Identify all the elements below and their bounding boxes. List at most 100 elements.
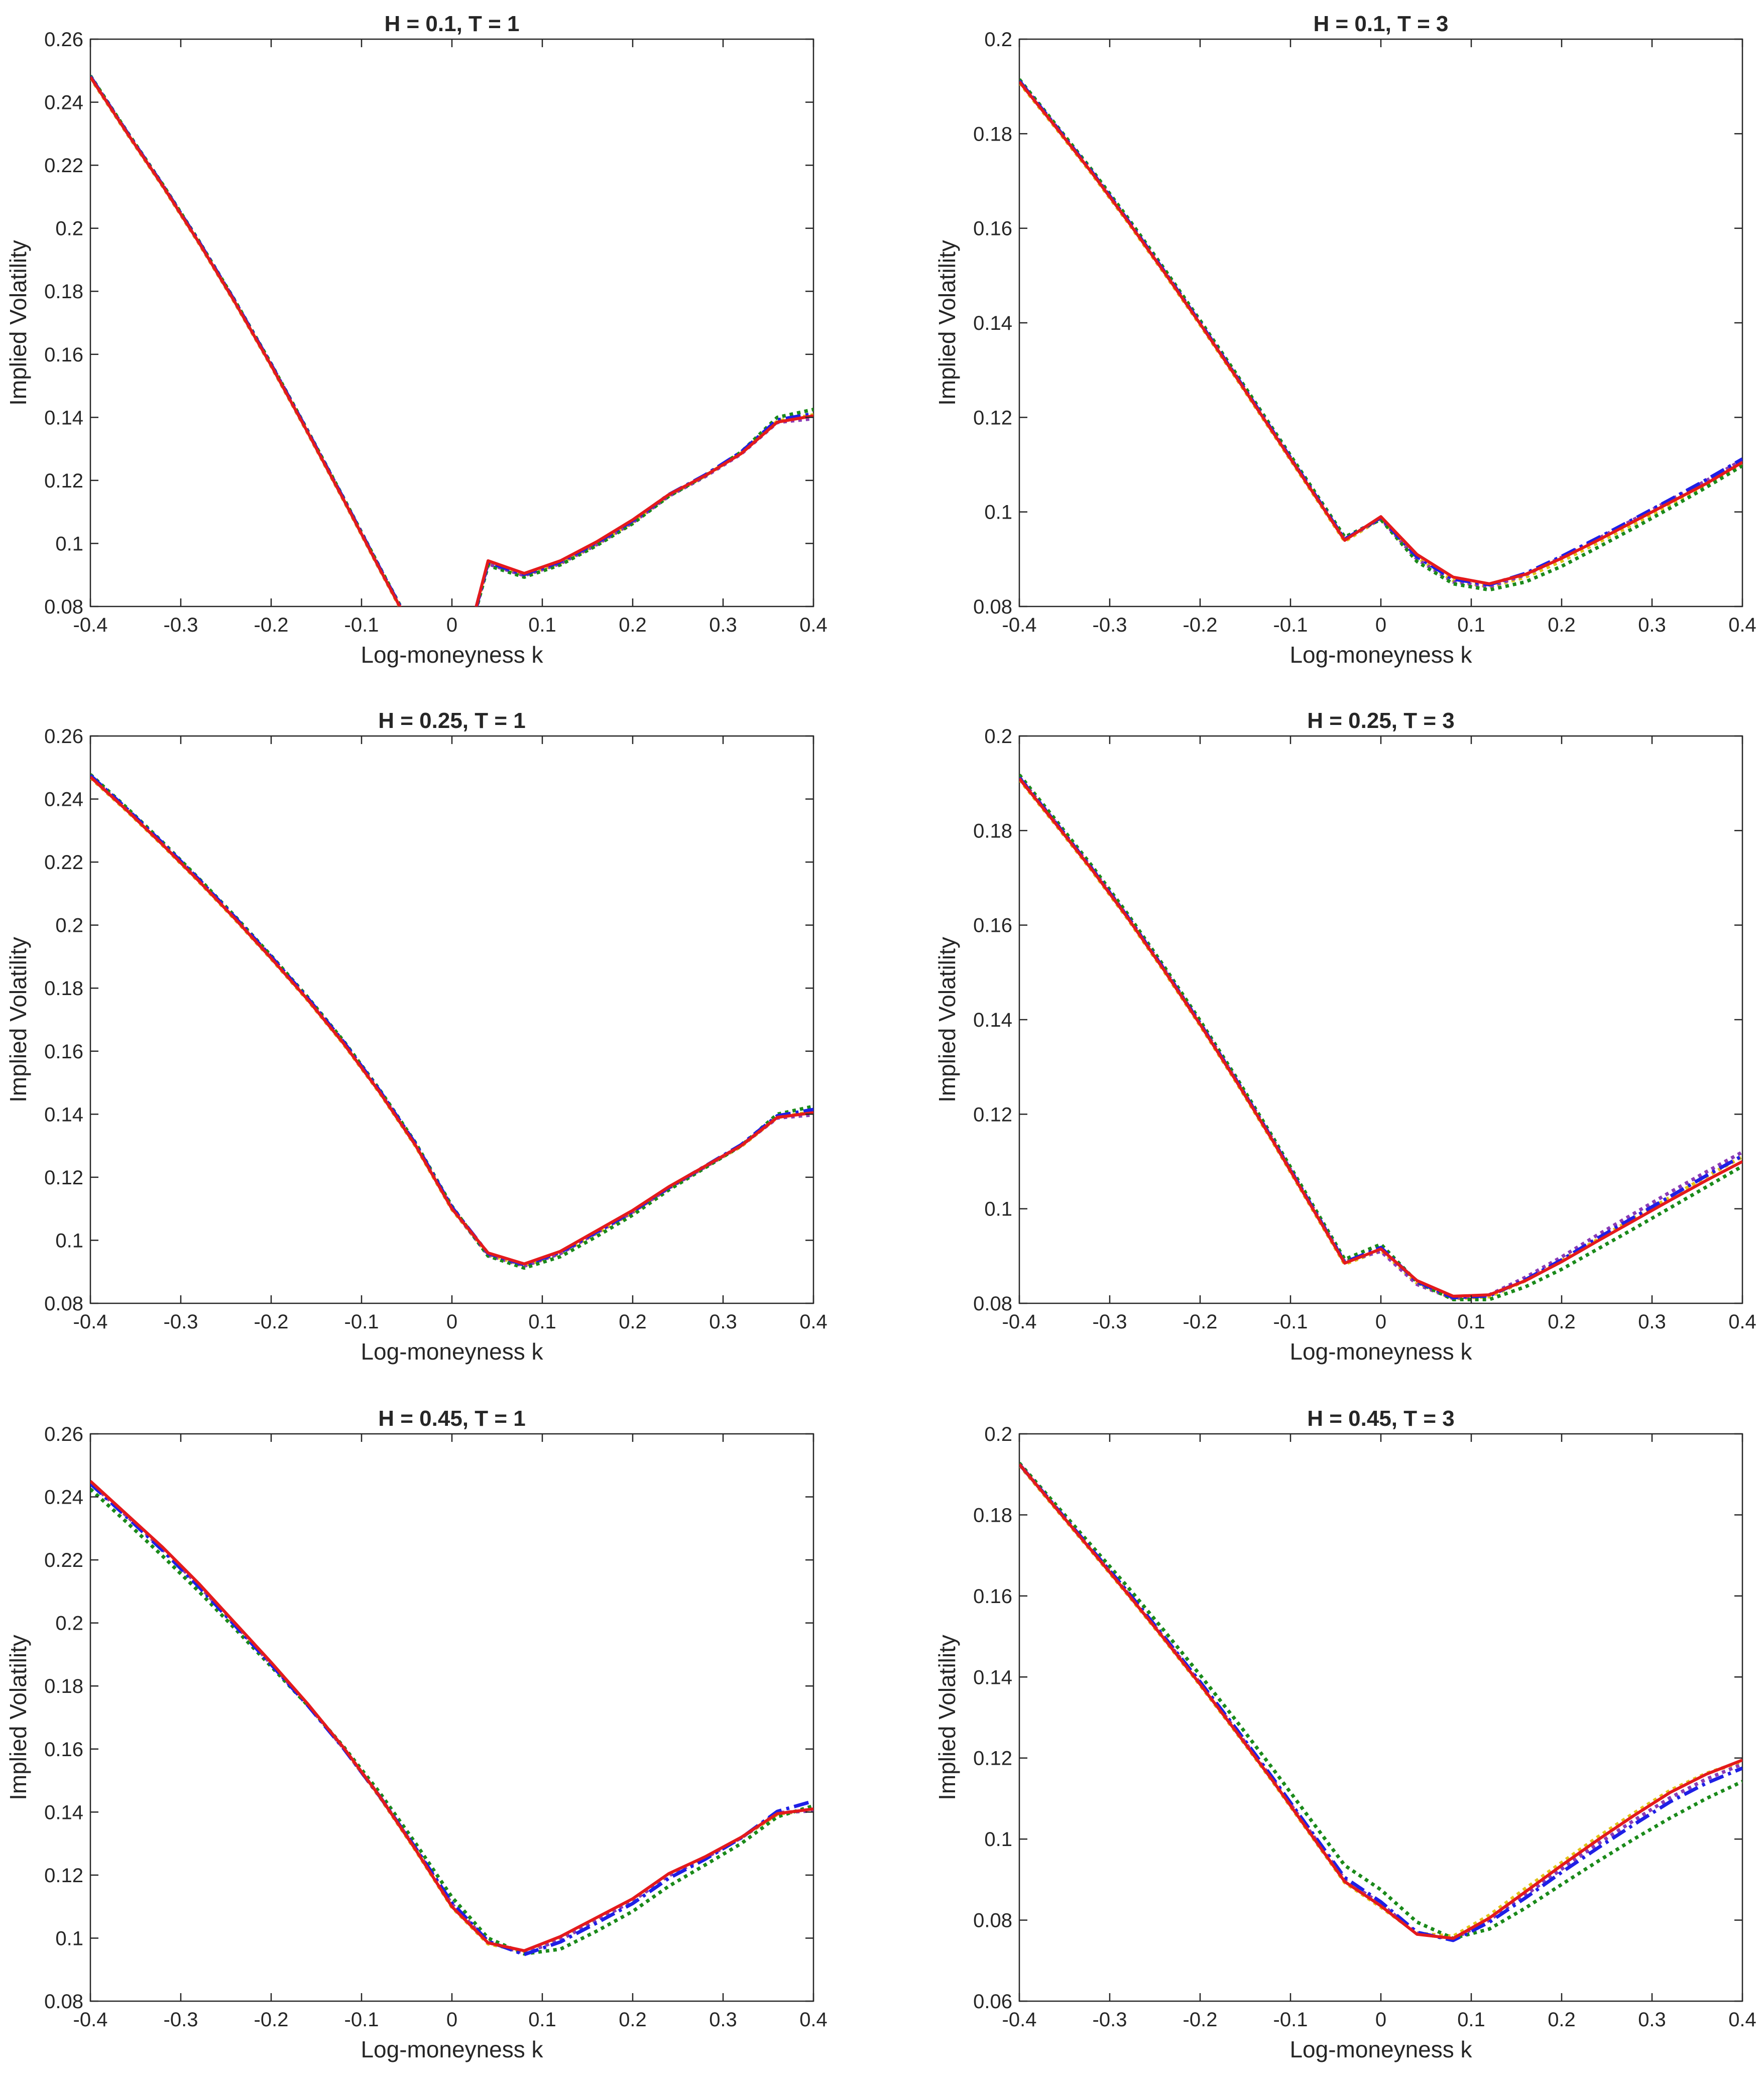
y-tick-label: 0.08 [973, 1293, 1012, 1315]
series-line-blue-dash-dot [90, 1482, 813, 1956]
y-tick-label: 0.12 [973, 1748, 1012, 1770]
y-tick-label: 0.16 [973, 218, 1012, 240]
x-tick-label: -0.2 [1183, 1311, 1218, 1333]
y-tick-label: 0.12 [44, 1167, 83, 1189]
x-tick-label: 0.2 [1548, 1311, 1576, 1333]
plot-frame [1018, 1433, 1743, 2002]
y-tick-label: 0.12 [973, 1104, 1012, 1126]
y-tick-label: 0.2 [55, 1613, 83, 1635]
y-tick-label: 0.08 [44, 1293, 83, 1315]
x-tick-label: -0.1 [1273, 2009, 1308, 2031]
y-tick-label: 0.16 [44, 344, 83, 366]
y-tick-label: 0.18 [44, 1675, 83, 1697]
x-tick-label: -0.4 [73, 2009, 108, 2031]
panel-6: -0.4 -0.3 -0.2 -0.1 0 0.1 0.2 0.3 0.4 0.06 0.08 0.1… [934, 1406, 1756, 2062]
x-tick-label: 0 [1375, 2009, 1386, 2031]
x-tick-label: -0.3 [1093, 614, 1127, 636]
y-tick-label: 0.14 [973, 312, 1012, 334]
x-tick-label: -0.2 [254, 1311, 289, 1333]
y-tick-label: 0.22 [44, 1549, 83, 1571]
plot-frame [89, 1433, 814, 2002]
plot-frame [89, 38, 814, 607]
y-tick-label: 0.08 [44, 596, 83, 618]
x-tick-label: -0.2 [254, 2009, 289, 2031]
x-tick-label: -0.3 [164, 2009, 198, 2031]
series-lines [90, 74, 813, 606]
y-tick-label: 0.2 [984, 1423, 1012, 1445]
y-tick-label: 0.14 [973, 1666, 1012, 1688]
panel-2: -0.4 -0.3 -0.2 -0.1 0 0.1 0.2 0.3 0.4 0.08 0.1 0.12… [934, 12, 1756, 668]
x-axis-label: Log-moneyness k [1289, 642, 1472, 668]
x-tick-label: -0.1 [1273, 1311, 1308, 1333]
x-axis-label: Log-moneyness k [361, 2036, 543, 2062]
x-tick-label: 0.4 [799, 2009, 828, 2031]
y-tick-label: 0.18 [973, 820, 1012, 842]
x-tick-label: -0.2 [1183, 2009, 1218, 2031]
x-tick-label: -0.3 [1093, 1311, 1127, 1333]
y-tick-label: 0.08 [973, 1910, 1012, 1932]
x-tick-label: 0.2 [619, 1311, 647, 1333]
y-tick-label: 0.24 [44, 789, 83, 811]
y-tick-label: 0.08 [44, 1991, 83, 2013]
y-axis-label: Implied Volatility [934, 1635, 960, 1800]
y-tick-label: 0.16 [973, 915, 1012, 937]
y-tick-label: 0.26 [44, 725, 83, 748]
y-axis-label: Implied Volatility [5, 1635, 31, 1800]
x-tick-label: -0.1 [1273, 614, 1308, 636]
y-tick-label: 0.2 [55, 218, 83, 240]
x-tick-label: 0.2 [1548, 614, 1576, 636]
panels: -0.4 -0.3 -0.2 -0.1 0 0.1 0.2 0.3 0.4 0.08 0.1 0.12… [5, 12, 1756, 2062]
x-tick-label: 0.3 [1638, 2009, 1666, 2031]
x-tick-label: 0.4 [1728, 614, 1756, 636]
x-tick-label: 0.4 [799, 614, 828, 636]
y-tick-label: 0.14 [973, 1009, 1012, 1031]
panel-3: -0.4 -0.3 -0.2 -0.1 0 0.1 0.2 0.3 0.4 0.08 0.1 0.12… [5, 708, 828, 1365]
series-line-green-dotted [1019, 1461, 1742, 1940]
x-tick-label: -0.3 [164, 614, 198, 636]
panel-4: -0.4 -0.3 -0.2 -0.1 0 0.1 0.2 0.3 0.4 0.08 0.1 0.12… [934, 708, 1756, 1365]
series-line-red-solid [90, 1480, 813, 1952]
y-tick-label: 0.14 [44, 1801, 83, 1823]
y-tick-label: 0.06 [973, 1991, 1012, 2013]
x-tick-label: -0.3 [1093, 2009, 1127, 2031]
x-tick-label: 0.3 [709, 614, 737, 636]
x-tick-label: 0.3 [709, 1311, 737, 1333]
x-tick-label: 0 [446, 614, 457, 636]
x-tick-label: -0.1 [344, 1311, 379, 1333]
y-axis-label: Implied Volatility [5, 240, 31, 406]
y-tick-label: 0.24 [44, 1487, 83, 1509]
y-tick-label: 0.1 [55, 1927, 83, 1949]
y-tick-label: 0.1 [55, 1230, 83, 1252]
y-tick-label: 0.18 [973, 123, 1012, 145]
y-axis-label: Implied Volatility [5, 937, 31, 1102]
x-tick-label: 0.3 [709, 2009, 737, 2031]
x-tick-label: 0 [1375, 1311, 1386, 1333]
panel-5: -0.4 -0.3 -0.2 -0.1 0 0.1 0.2 0.3 0.4 0.08 0.1 0.12… [5, 1406, 828, 2062]
x-tick-label: -0.4 [73, 614, 108, 636]
x-tick-label: 0.4 [1728, 2009, 1756, 2031]
x-tick-label: -0.2 [1183, 614, 1218, 636]
panel-1: -0.4 -0.3 -0.2 -0.1 0 0.1 0.2 0.3 0.4 0.08 0.1 0.12… [5, 12, 828, 668]
x-tick-label: 0 [446, 2009, 457, 2031]
x-axis-label: Log-moneyness k [1289, 1338, 1472, 1365]
x-tick-label: 0.1 [528, 1311, 556, 1333]
y-tick-label: 0.18 [44, 281, 83, 303]
series-line-red-solid [1019, 80, 1742, 585]
y-tick-label: 0.2 [55, 915, 83, 937]
x-tick-label: -0.2 [254, 614, 289, 636]
y-tick-label: 0.18 [44, 977, 83, 1000]
series-line-green-dotted [1019, 774, 1742, 1301]
series-lines [1019, 774, 1742, 1301]
x-tick-label: 0.3 [1638, 1311, 1666, 1333]
panel-title: H = 0.25, T = 1 [378, 708, 526, 733]
x-tick-label: -0.4 [73, 1311, 108, 1333]
y-tick-label: 0.12 [973, 407, 1012, 429]
y-tick-label: 0.22 [44, 155, 83, 177]
series-line-green-dotted [90, 1488, 813, 1956]
y-tick-label: 0.1 [55, 533, 83, 555]
x-tick-label: 0.2 [619, 614, 647, 636]
x-tick-label: -0.1 [344, 614, 379, 636]
y-tick-label: 0.18 [973, 1504, 1012, 1526]
plot-frame [1018, 735, 1743, 1304]
y-tick-label: 0.16 [44, 1739, 83, 1761]
